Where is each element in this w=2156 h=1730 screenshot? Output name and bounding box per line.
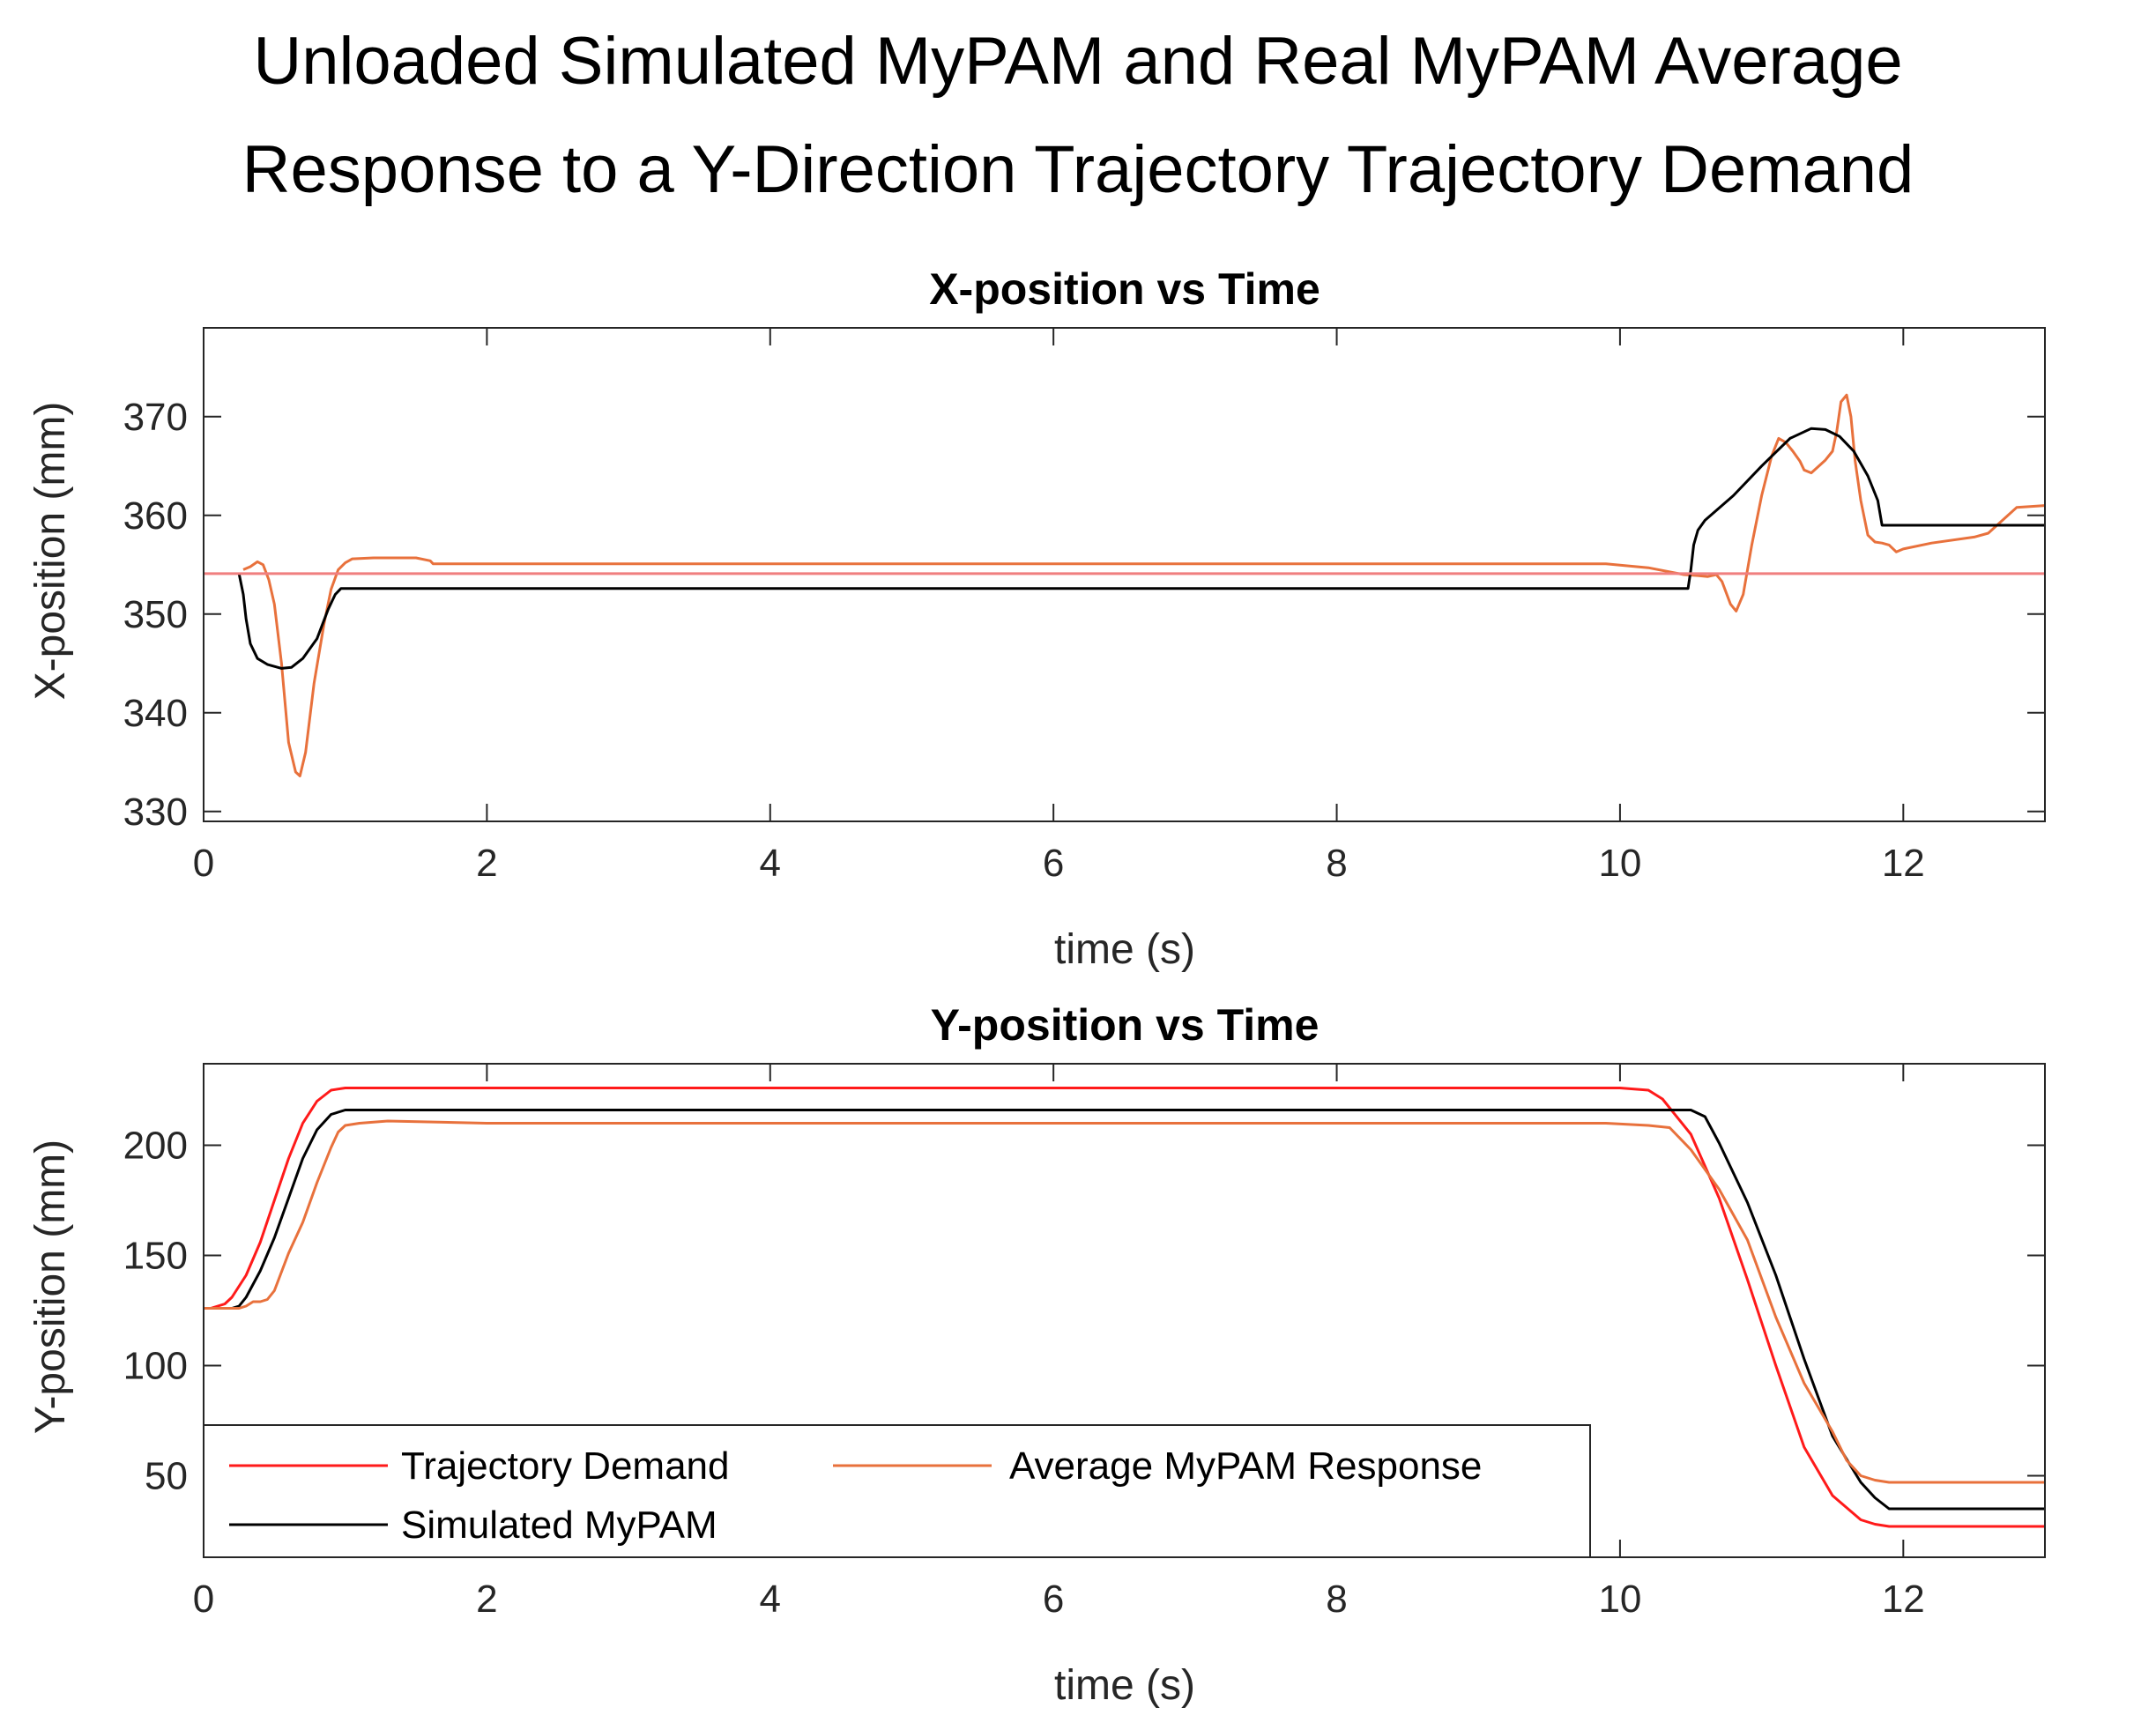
y-position-xtick-label: 12 [1882, 1578, 1925, 1621]
legend-label-average-response: Average MyPAM Response [1009, 1444, 1482, 1488]
y-position-ytick-label: 150 [123, 1235, 188, 1278]
x-position-xtick-label: 2 [476, 842, 497, 885]
y-position-series-trajectory-demand [204, 1087, 2045, 1528]
legend-label-trajectory-demand: Trajectory Demand [401, 1444, 730, 1488]
x-position-ytick-label: 360 [123, 494, 188, 538]
y-position-series-average-mypam-response [204, 1119, 2045, 1484]
y-position-axes: Y-position vs Time time (s) Y-position (… [27, 1000, 2046, 1709]
x-position-series-simulated-mypam [237, 427, 2045, 670]
x-position-series-average-mypam-response [242, 393, 2046, 777]
y-position-axes-title: Y-position vs Time [931, 1000, 1320, 1050]
y-position-xtick-label: 0 [193, 1578, 214, 1621]
x-position-axes-frame [203, 327, 2046, 822]
x-position-xtick-label: 0 [193, 842, 214, 885]
legend-label-simulated: Simulated MyPAM [401, 1504, 717, 1547]
y-position-ytick-label: 100 [123, 1345, 188, 1388]
x-position-ytick-label: 370 [123, 396, 188, 439]
x-position-xtick-label: 8 [1326, 842, 1347, 885]
y-position-ytick-label: 200 [123, 1125, 188, 1168]
x-position-xtick-label: 12 [1882, 842, 1925, 885]
x-position-axes-title: X-position vs Time [929, 264, 1320, 314]
y-position-xtick-label: 2 [476, 1578, 497, 1621]
x-position-ytick-label: 330 [123, 791, 188, 834]
x-position-ytick-label: 350 [123, 593, 188, 636]
figure-title-line2: Response to a Y-Direction Trajectory Tra… [242, 132, 1914, 207]
x-position-xlabel: time (s) [1054, 926, 1195, 973]
y-position-xtick-label: 4 [760, 1578, 781, 1621]
x-position-xtick-label: 4 [760, 842, 781, 885]
y-position-ylabel: Y-position (mm) [27, 1140, 74, 1434]
x-position-ylabel: X-position (mm) [27, 402, 74, 701]
legend: Trajectory Demand Average MyPAM Response… [203, 1424, 1591, 1558]
x-position-xtick-label: 6 [1043, 842, 1064, 885]
y-position-xtick-label: 6 [1043, 1578, 1064, 1621]
y-position-xlabel: time (s) [1054, 1662, 1195, 1709]
y-position-xtick-label: 8 [1326, 1578, 1347, 1621]
x-position-axes: X-position vs Time time (s) X-position (… [27, 264, 2046, 973]
legend-box [203, 1424, 1591, 1558]
x-position-xtick-label: 10 [1598, 842, 1641, 885]
y-position-xtick-label: 10 [1598, 1578, 1641, 1621]
figure-title-line1: Unloaded Simulated MyPAM and Real MyPAM … [253, 24, 1902, 99]
x-position-ytick-label: 340 [123, 692, 188, 735]
y-position-ytick-label: 50 [145, 1455, 188, 1498]
